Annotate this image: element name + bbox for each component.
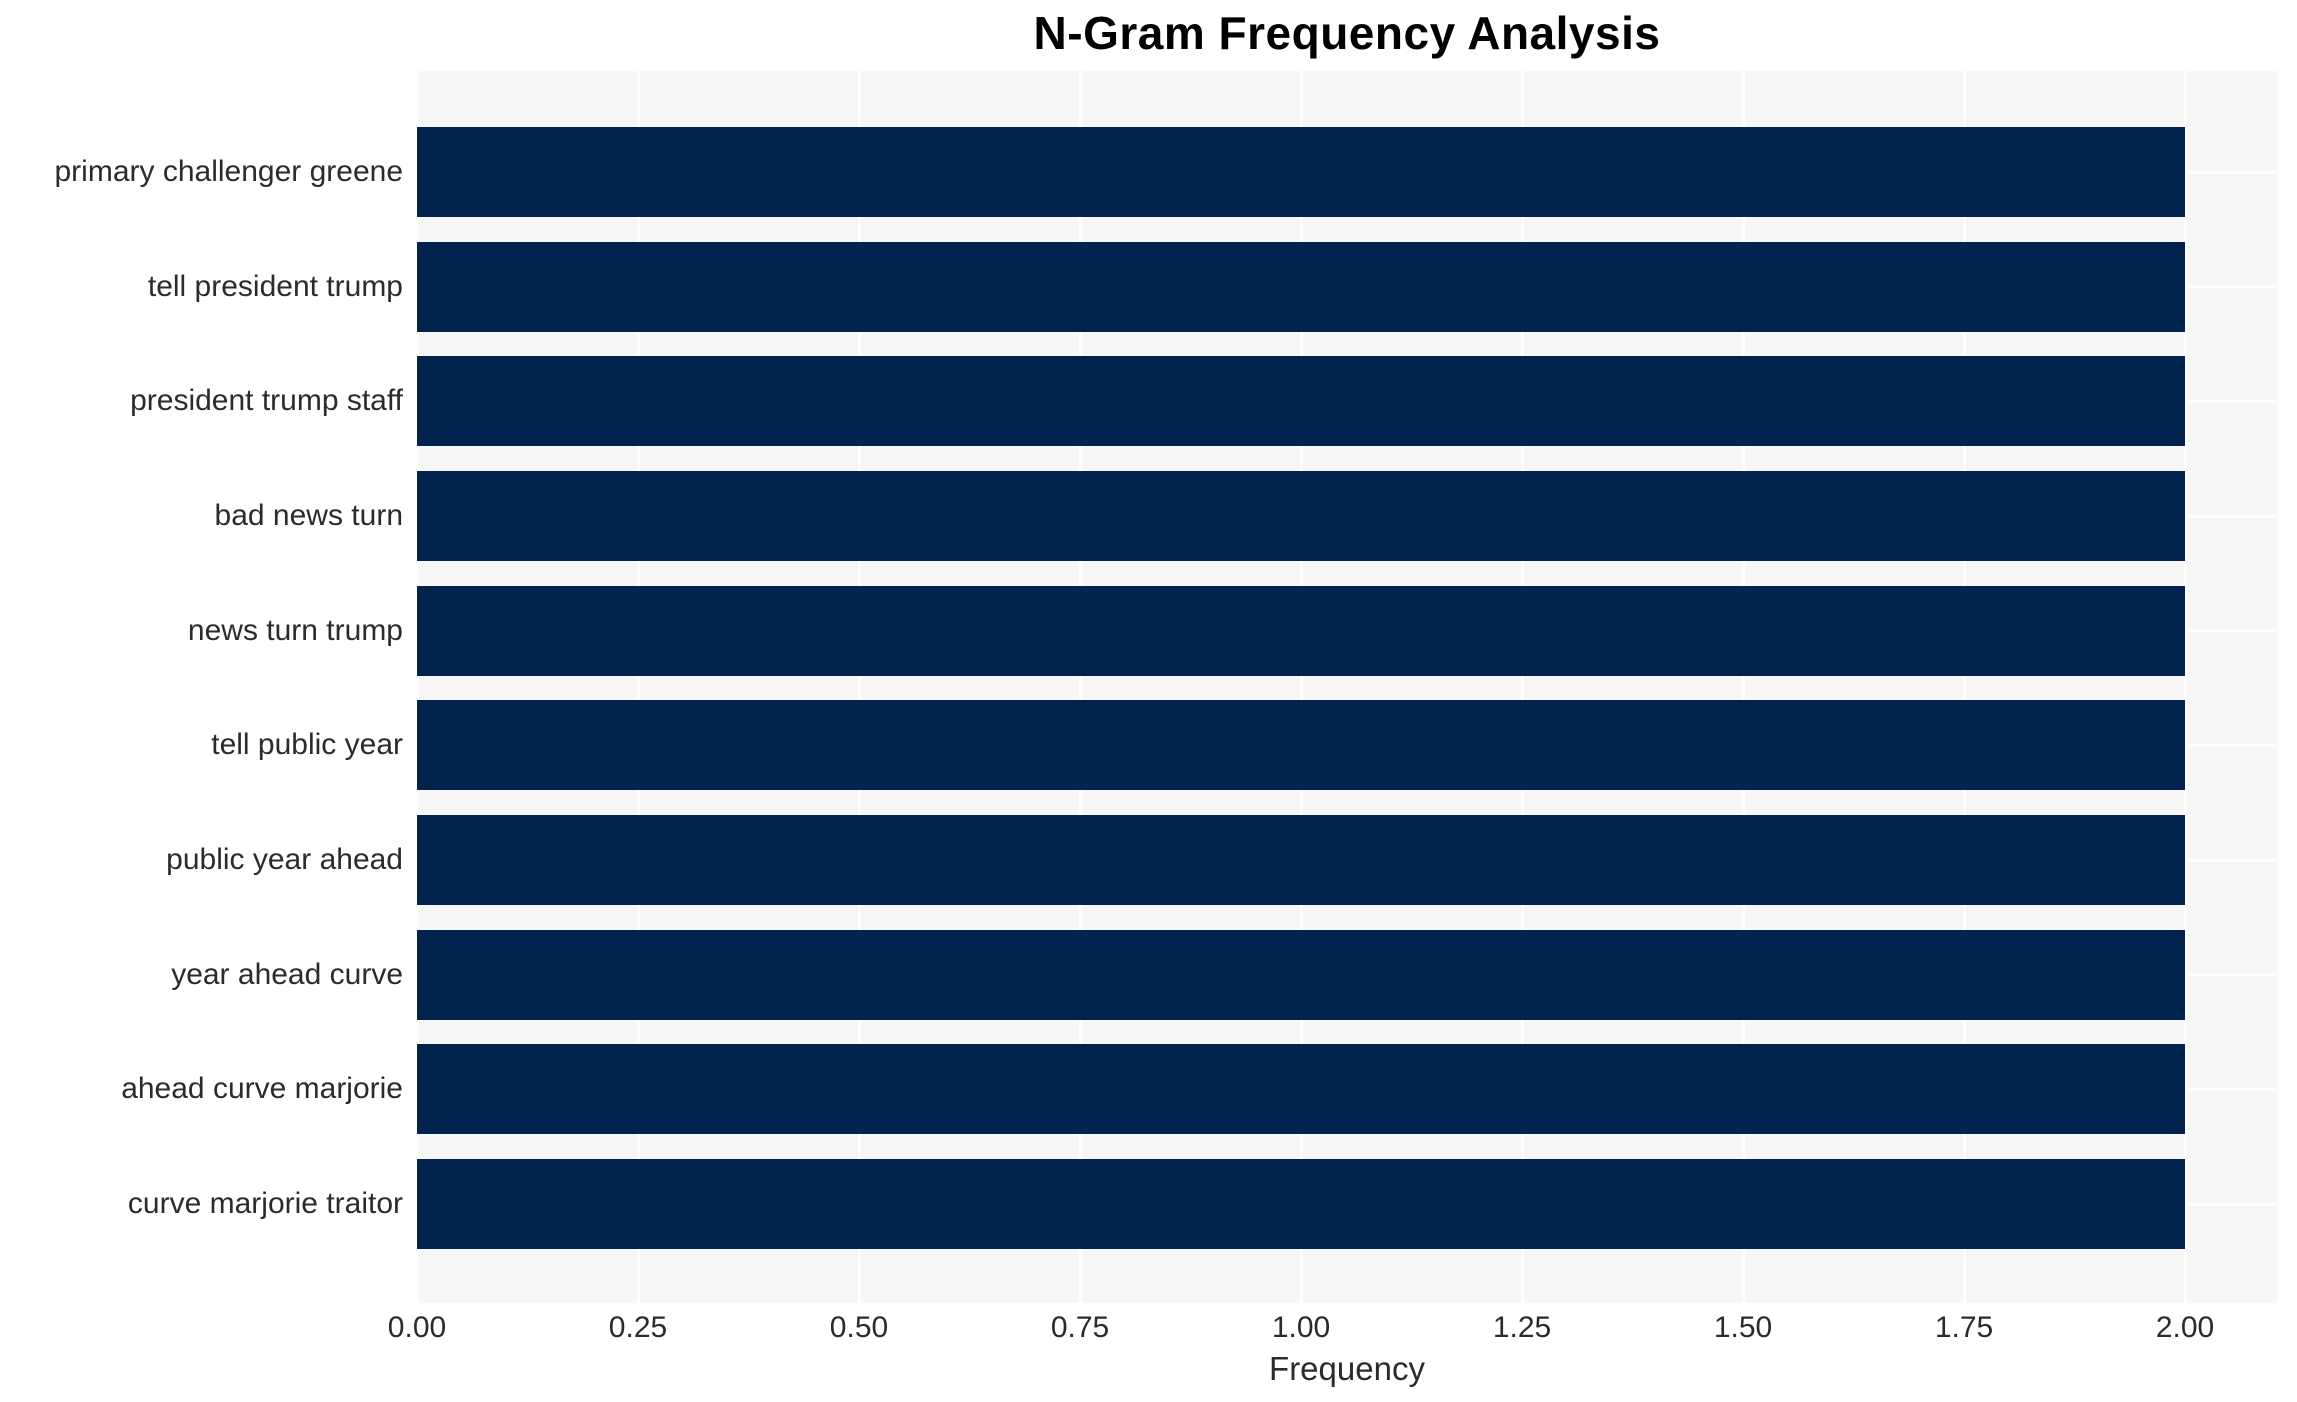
- x-tick-label: 0.50: [829, 1311, 889, 1344]
- bar: [417, 241, 2186, 332]
- vertical-gridline: [1300, 71, 1304, 1303]
- plot-area: [416, 71, 2277, 1303]
- vertical-gridline: [1742, 71, 1746, 1303]
- bar: [417, 1044, 2186, 1135]
- bar: [417, 585, 2186, 676]
- vertical-gridline: [1079, 71, 1083, 1303]
- x-tick-label: 0.75: [1050, 1311, 1110, 1344]
- vertical-gridline: [1963, 71, 1967, 1303]
- y-tick-label: year ahead curve: [171, 957, 403, 991]
- y-tick-label: primary challenger greene: [54, 155, 403, 188]
- x-tick-label: 0.00: [387, 1311, 447, 1344]
- bar: [417, 356, 2186, 447]
- vertical-gridline: [2184, 71, 2188, 1303]
- y-tick-label: ahead curve marjorie: [121, 1072, 403, 1106]
- y-tick-label: public year ahead: [166, 843, 403, 876]
- y-tick-label: news turn trump: [187, 613, 403, 647]
- bar: [417, 700, 2186, 791]
- x-tick-label: 1.00: [1271, 1311, 1331, 1344]
- chart-title: N-Gram Frequency Analysis: [1033, 7, 1661, 59]
- x-tick-label: 0.25: [608, 1311, 668, 1344]
- bar: [417, 127, 2186, 217]
- vertical-gridline: [858, 71, 861, 1303]
- vertical-gridline: [637, 71, 640, 1303]
- bar: [417, 815, 2186, 905]
- x-tick-label: 1.50: [1713, 1311, 1773, 1344]
- y-tick-label: curve marjorie traitor: [127, 1187, 403, 1220]
- x-tick-label: 1.25: [1492, 1311, 1552, 1344]
- y-tick-label: bad news turn: [214, 499, 403, 532]
- vertical-gridline: [416, 71, 419, 1303]
- y-tick-label: president trump staff: [130, 384, 403, 418]
- y-tick-label: tell president trump: [147, 269, 403, 303]
- y-tick-label: tell public year: [211, 728, 403, 762]
- bar: [417, 1159, 2186, 1249]
- x-axis-title: Frequency: [1269, 1350, 1425, 1387]
- x-tick-label: 2.00: [2155, 1311, 2215, 1344]
- x-tick-label: 1.75: [1934, 1311, 1994, 1344]
- bar: [417, 471, 2186, 561]
- bar: [417, 929, 2186, 1020]
- vertical-gridline: [1521, 71, 1525, 1303]
